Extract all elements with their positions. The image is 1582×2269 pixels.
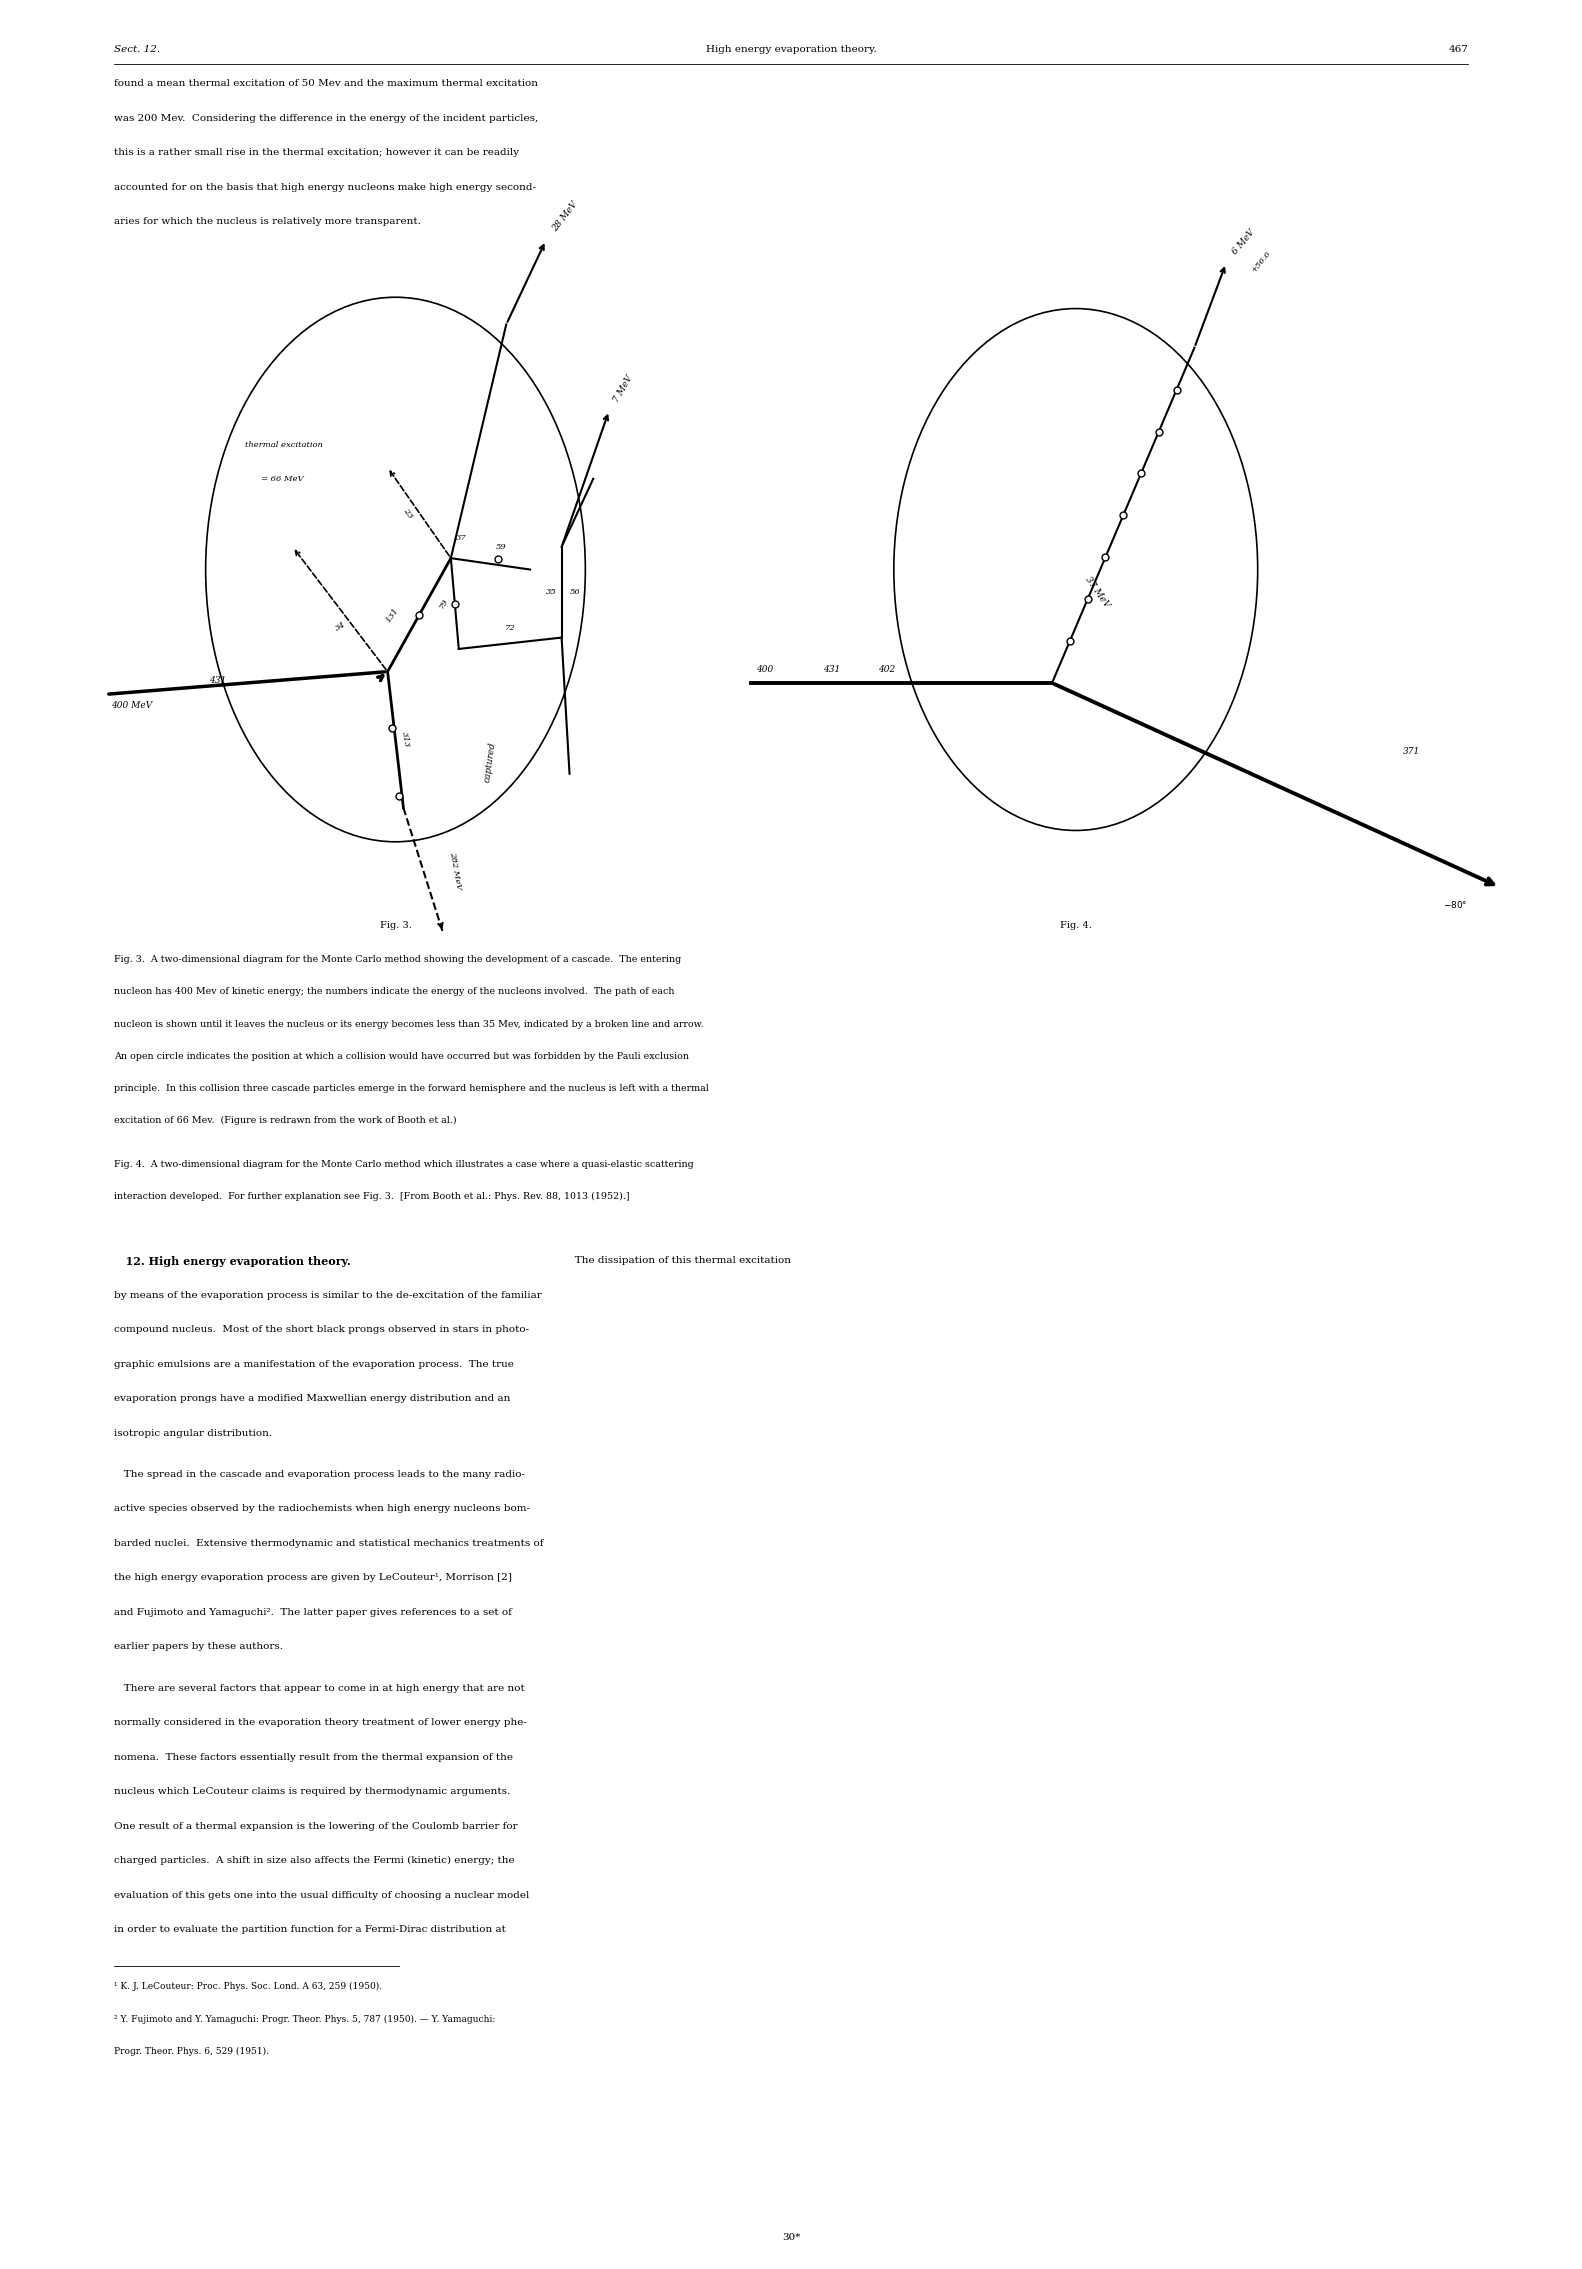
Text: 402: 402 [878,665,895,674]
Text: An open circle indicates the position at which a collision would have occurred b: An open circle indicates the position at… [114,1053,688,1062]
Text: Fig. 3.: Fig. 3. [380,921,411,930]
Text: charged particles.  A shift in size also affects the Fermi (kinetic) energy; the: charged particles. A shift in size also … [114,1856,514,1865]
Text: 431: 431 [823,665,840,674]
Text: = 66 MeV: = 66 MeV [261,474,304,483]
Text: Fig. 4.  A two-dimensional diagram for the Monte Carlo method which illustrates : Fig. 4. A two-dimensional diagram for th… [114,1159,693,1169]
Text: this is a rather small rise in the thermal excitation; however it can be readily: this is a rather small rise in the therm… [114,147,519,157]
Text: 30*: 30* [782,2233,800,2242]
Text: normally considered in the evaporation theory treatment of lower energy phe-: normally considered in the evaporation t… [114,1718,527,1727]
Text: ² Y. Fujimoto and Y. Yamaguchi: Progr. Theor. Phys. 5, 787 (1950). — Y. Yamaguch: ² Y. Fujimoto and Y. Yamaguchi: Progr. T… [114,2015,495,2024]
Text: interaction developed.  For further explanation see Fig. 3.  [From Booth et al.:: interaction developed. For further expla… [114,1191,630,1200]
Text: nucleus which LeCouteur claims is required by thermodynamic arguments.: nucleus which LeCouteur claims is requir… [114,1788,509,1797]
Text: 371: 371 [1403,747,1421,756]
Text: nucleon is shown until it leaves the nucleus or its energy becomes less than 35 : nucleon is shown until it leaves the nuc… [114,1019,704,1028]
Text: Fig. 4.: Fig. 4. [1060,921,1092,930]
Text: 431: 431 [209,676,226,685]
Text: Progr. Theor. Phys. 6, 529 (1951).: Progr. Theor. Phys. 6, 529 (1951). [114,2047,269,2056]
Text: 313: 313 [400,731,411,749]
Text: 400: 400 [756,665,774,674]
Text: 72: 72 [505,624,516,631]
Text: captured: captured [483,742,497,783]
Text: aries for which the nucleus is relatively more transparent.: aries for which the nucleus is relativel… [114,218,421,227]
Text: excitation of 66 Mev.  (Figure is redrawn from the work of Booth et al.): excitation of 66 Mev. (Figure is redrawn… [114,1116,457,1125]
Text: The spread in the cascade and evaporation process leads to the many radio-: The spread in the cascade and evaporatio… [114,1470,525,1479]
Text: compound nucleus.  Most of the short black prongs observed in stars in photo-: compound nucleus. Most of the short blac… [114,1325,528,1334]
Text: ¹ K. J. LeCouteur: Proc. Phys. Soc. Lond. A 63, 259 (1950).: ¹ K. J. LeCouteur: Proc. Phys. Soc. Lond… [114,1983,381,1992]
Text: 59: 59 [495,542,506,551]
Text: 6 MeV: 6 MeV [1231,227,1256,256]
Text: in order to evaluate the partition function for a Fermi-Dirac distribution at: in order to evaluate the partition funct… [114,1924,506,1933]
Text: There are several factors that appear to come in at high energy that are not: There are several factors that appear to… [114,1684,525,1693]
Text: barded nuclei.  Extensive thermodynamic and statistical mechanics treatments of: barded nuclei. Extensive thermodynamic a… [114,1538,543,1547]
Text: graphic emulsions are a manifestation of the evaporation process.  The true: graphic emulsions are a manifestation of… [114,1359,514,1368]
Text: 79: 79 [438,597,451,610]
Text: +56.6: +56.6 [1250,250,1272,275]
Text: 35: 35 [546,588,557,597]
Text: 28 MeV: 28 MeV [551,200,579,234]
Text: 400 MeV: 400 MeV [111,701,152,710]
Text: 282 MeV: 282 MeV [448,851,462,889]
Text: accounted for on the basis that high energy nucleons make high energy second-: accounted for on the basis that high ene… [114,184,536,193]
Text: found a mean thermal excitation of 50 Mev and the maximum thermal excitation: found a mean thermal excitation of 50 Me… [114,79,538,88]
Text: 37 MeV: 37 MeV [1084,574,1112,610]
Text: nucleon has 400 Mev of kinetic energy; the numbers indicate the energy of the nu: nucleon has 400 Mev of kinetic energy; t… [114,987,674,996]
Text: principle.  In this collision three cascade particles emerge in the forward hemi: principle. In this collision three casca… [114,1085,709,1094]
Text: was 200 Mev.  Considering the difference in the energy of the incident particles: was 200 Mev. Considering the difference … [114,113,538,123]
Text: 56: 56 [570,588,581,597]
Text: 37: 37 [456,533,467,542]
Text: isotropic angular distribution.: isotropic angular distribution. [114,1429,272,1439]
Text: nomena.  These factors essentially result from the thermal expansion of the: nomena. These factors essentially result… [114,1752,513,1761]
Text: The dissipation of this thermal excitation: The dissipation of this thermal excitati… [565,1257,791,1266]
Text: evaluation of this gets one into the usual difficulty of choosing a nuclear mode: evaluation of this gets one into the usu… [114,1890,530,1899]
Text: One result of a thermal expansion is the lowering of the Coulomb barrier for: One result of a thermal expansion is the… [114,1822,517,1831]
Text: 467: 467 [1448,45,1468,54]
Text: 7 MeV: 7 MeV [612,374,634,404]
Text: active species observed by the radiochemists when high energy nucleons bom-: active species observed by the radiochem… [114,1504,530,1513]
Text: 23: 23 [402,506,414,520]
Text: earlier papers by these authors.: earlier papers by these authors. [114,1643,283,1652]
Text: 131: 131 [384,606,400,624]
Text: evaporation prongs have a modified Maxwellian energy distribution and an: evaporation prongs have a modified Maxwe… [114,1393,511,1402]
Text: High energy evaporation theory.: High energy evaporation theory. [706,45,876,54]
Text: thermal excitation: thermal excitation [245,440,323,449]
Text: and Fujimoto and Yamaguchi².  The latter paper gives references to a set of: and Fujimoto and Yamaguchi². The latter … [114,1609,513,1618]
Text: 34: 34 [334,619,346,633]
Text: Sect. 12.: Sect. 12. [114,45,160,54]
Text: the high energy evaporation process are given by LeCouteur¹, Morrison [2]: the high energy evaporation process are … [114,1572,513,1581]
Text: 12. High energy evaporation theory.: 12. High energy evaporation theory. [114,1257,351,1266]
Text: by means of the evaporation process is similar to the de-excitation of the famil: by means of the evaporation process is s… [114,1291,541,1300]
Text: Fig. 3.  A two-dimensional diagram for the Monte Carlo method showing the develo: Fig. 3. A two-dimensional diagram for th… [114,955,682,964]
Text: $-80°$: $-80°$ [1443,899,1468,910]
